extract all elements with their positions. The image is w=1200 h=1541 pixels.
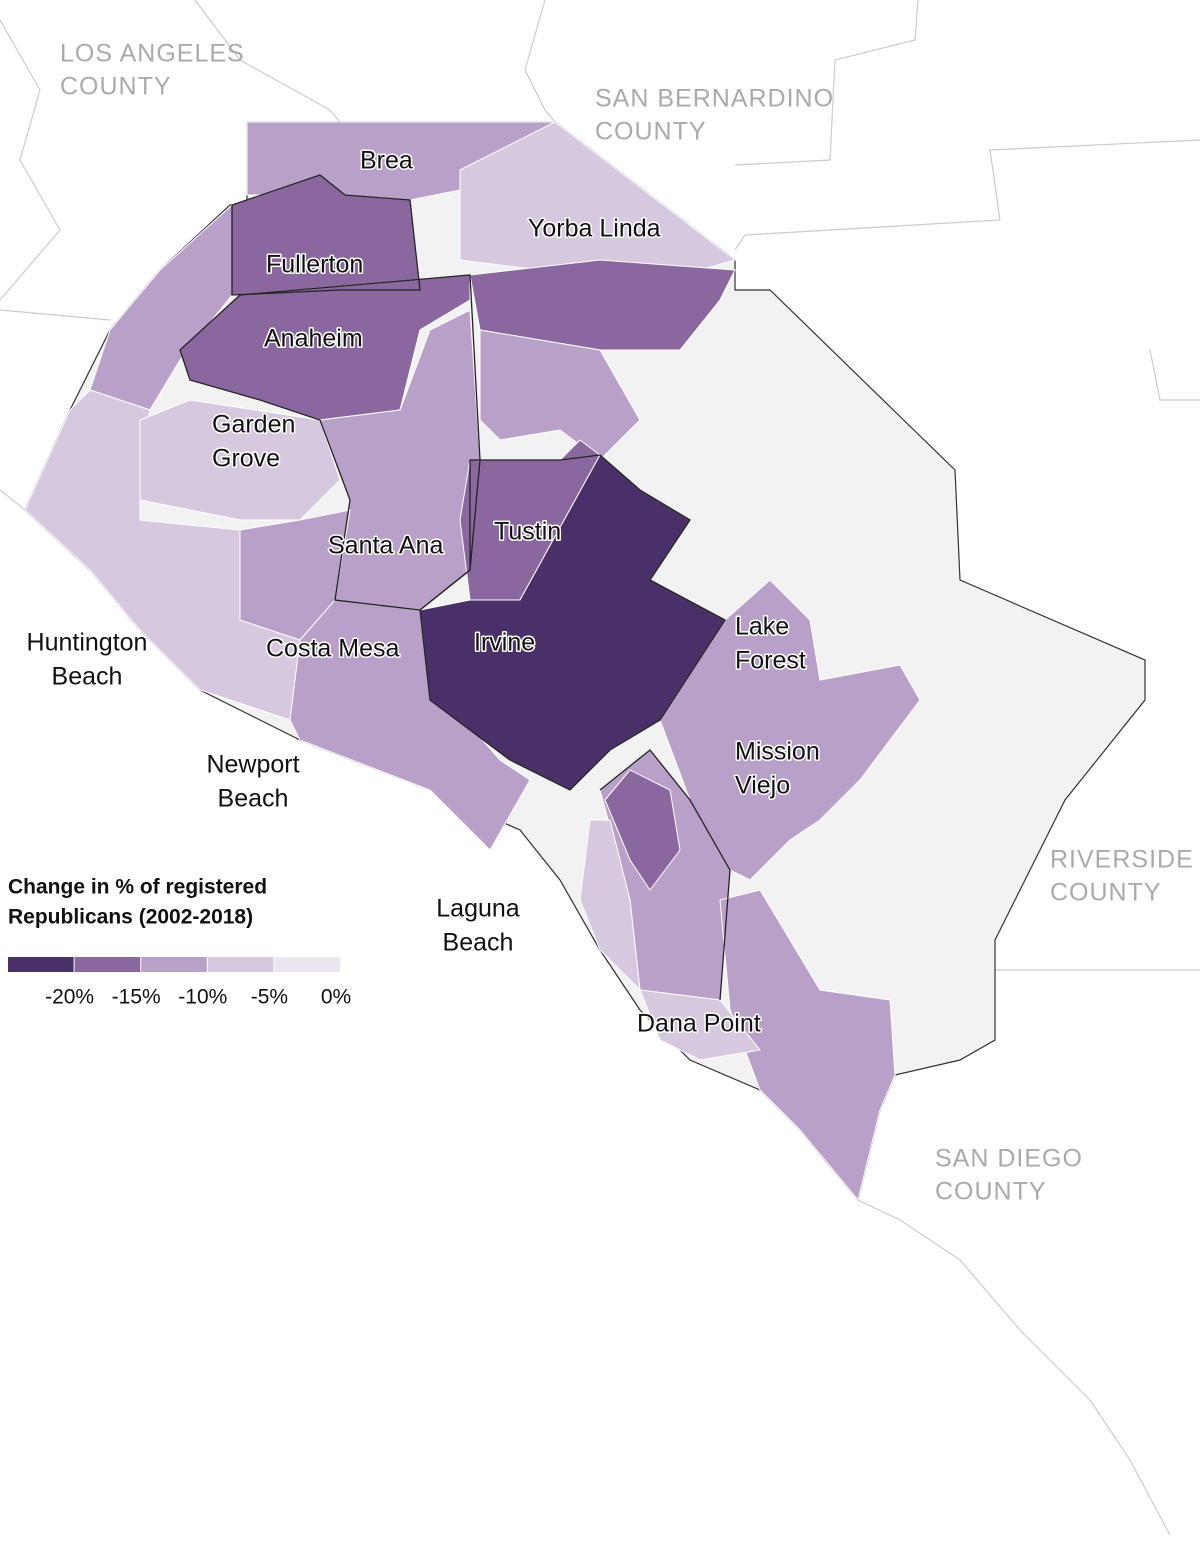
legend-tick-label: -20% [45, 986, 94, 1009]
legend-swatch [74, 957, 141, 972]
legend-swatch [8, 957, 74, 972]
county-label: COUNTY [595, 118, 707, 146]
city-label: Mission [735, 738, 820, 766]
county-label: RIVERSIDE [1050, 846, 1194, 874]
city-label: Tustin [494, 518, 561, 546]
city-label: Viejo [735, 772, 790, 800]
city-label: Grove [212, 445, 280, 473]
city-label: Garden [212, 411, 295, 439]
legend-tick-label: -5% [251, 986, 288, 1009]
city-borders [179, 174, 731, 1001]
county-label: COUNTY [935, 1178, 1047, 1206]
legend-tick-label: -15% [112, 986, 161, 1009]
county-label: SAN BERNARDINO [595, 85, 834, 113]
city-label: Beach [218, 785, 289, 813]
region [659, 579, 921, 881]
legend-title: Republicans (2002-2018) [8, 906, 253, 929]
county-label: SAN DIEGO [935, 1145, 1083, 1173]
county-label: COUNTY [60, 73, 172, 101]
city-label: Beach [443, 929, 514, 957]
labels: LOS ANGELES COUNTY SAN BERNARDINO COUNTY RIV… [25, 40, 1194, 1206]
city-label: Lake [735, 613, 789, 641]
city-label: Huntington [27, 629, 148, 657]
legend-tick-label: -10% [178, 986, 227, 1009]
city-label: Santa Ana [328, 532, 443, 560]
city-label: Forest [735, 647, 806, 675]
city-label: Fullerton [266, 251, 363, 279]
county-label: COUNTY [1050, 879, 1162, 907]
city-label: Costa Mesa [266, 635, 399, 663]
city-label: Anaheim [264, 325, 363, 353]
regions [24, 121, 921, 1202]
city-label: Laguna [436, 895, 520, 923]
city-label: Yorba Linda [528, 215, 661, 243]
region [604, 769, 681, 891]
region [639, 989, 761, 1061]
city-label: Newport [206, 751, 299, 779]
legend-swatch [207, 957, 274, 972]
region [719, 889, 896, 1202]
legend: Change in % of registered Republicans (20… [8, 876, 351, 1009]
city-label: Brea [360, 147, 413, 175]
city-label: Irvine [474, 629, 535, 657]
city-label: Dana Point [637, 1010, 761, 1038]
county-label: LOS ANGELES [60, 40, 245, 68]
region [139, 399, 341, 521]
legend-swatch [274, 957, 340, 972]
city-label: Beach [52, 663, 123, 691]
legend-tick-label: 0% [321, 986, 351, 1009]
legend-swatch [141, 957, 207, 972]
legend-title: Change in % of registered [8, 876, 267, 899]
